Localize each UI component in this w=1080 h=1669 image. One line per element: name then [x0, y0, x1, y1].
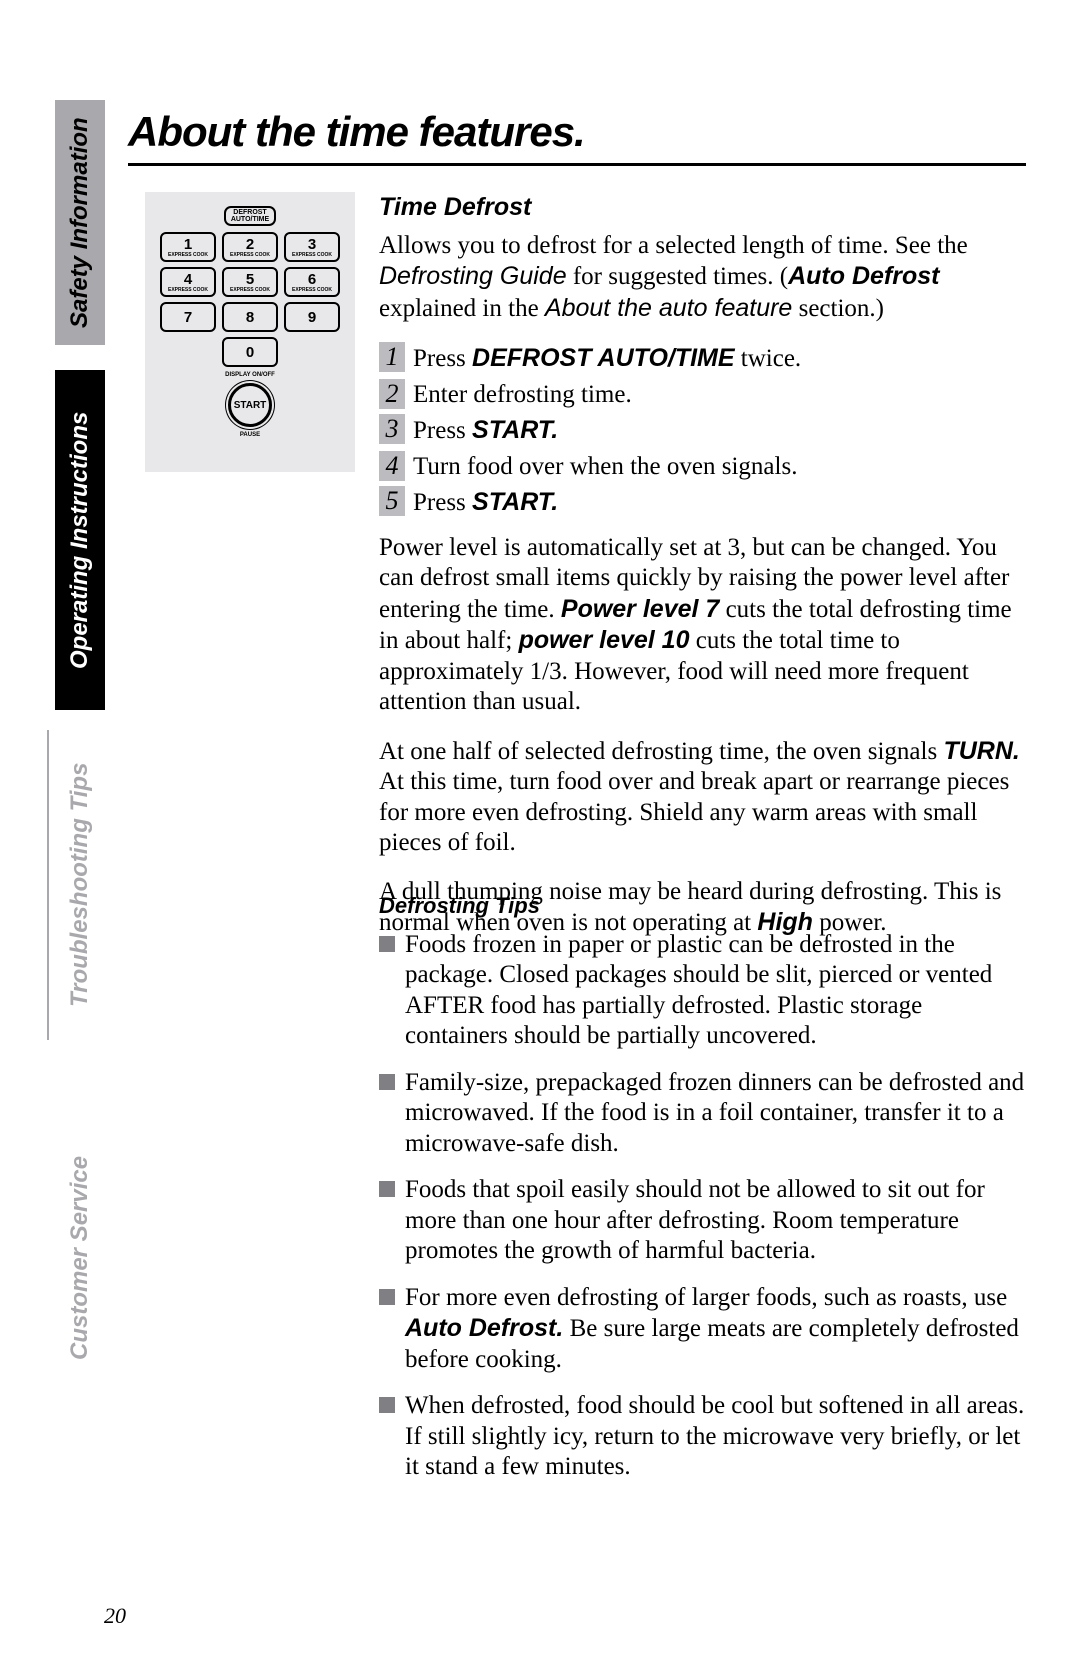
- step-text: Press START.: [413, 414, 558, 447]
- section-heading: Time Defrost: [379, 192, 1026, 223]
- step-number: 1: [379, 342, 405, 372]
- step-number: 2: [379, 379, 405, 409]
- display-label: DISPLAY ON/OFF: [155, 372, 345, 378]
- bullet-icon: [379, 1181, 395, 1197]
- key-4: 4EXPRESS COOK: [160, 267, 216, 297]
- step-item: 4 Turn food over when the oven signals.: [379, 451, 1026, 483]
- tip-item: For more even defrosting of larger foods…: [379, 1283, 1026, 1376]
- tip-text: When defrosted, food should be cool but …: [405, 1391, 1026, 1483]
- defrost-button: DEFROST AUTO/TIME: [224, 206, 276, 226]
- tab-safety: Safety Information: [55, 100, 105, 345]
- step-item: 1 Press DEFROST AUTO/TIME twice.: [379, 342, 1026, 375]
- main-content: Time Defrost Allows you to defrost for a…: [379, 192, 1026, 957]
- sidebar-tabs: Safety Information Operating Instruction…: [55, 40, 105, 1630]
- bullet-icon: [379, 1397, 395, 1413]
- tip-text: Family-size, prepackaged frozen dinners …: [405, 1068, 1026, 1160]
- key-0: 0: [222, 337, 278, 367]
- defrost-label-1: DEFROST: [231, 209, 269, 216]
- tip-text: For more even defrosting of larger foods…: [405, 1283, 1026, 1376]
- keypad-illustration: DEFROST AUTO/TIME 1EXPRESS COOK 2EXPRESS…: [145, 192, 355, 472]
- step-text: Turn food over when the oven signals.: [413, 451, 797, 483]
- step-text: Press START.: [413, 486, 558, 519]
- page-title: About the time features.: [128, 108, 585, 156]
- tip-item: Foods frozen in paper or plastic can be …: [379, 930, 1026, 1052]
- tab-troubleshooting: Troubleshooting Tips: [55, 730, 105, 1040]
- step-number: 5: [379, 486, 405, 516]
- title-rule: [128, 163, 1026, 166]
- start-button: START: [228, 383, 272, 427]
- key-5: 5EXPRESS COOK: [222, 267, 278, 297]
- step-item: 5 Press START.: [379, 486, 1026, 519]
- step-text: Press DEFROST AUTO/TIME twice.: [413, 342, 801, 375]
- power-level-paragraph: Power level is automatically set at 3, b…: [379, 533, 1026, 718]
- key-1: 1EXPRESS COOK: [160, 232, 216, 262]
- bullet-icon: [379, 1289, 395, 1305]
- tip-item: When defrosted, food should be cool but …: [379, 1391, 1026, 1483]
- tips-section: Defrosting Tips Foods frozen in paper or…: [379, 893, 1026, 1499]
- steps-list: 1 Press DEFROST AUTO/TIME twice. 2 Enter de…: [379, 342, 1026, 519]
- bullet-icon: [379, 1074, 395, 1090]
- pause-label: PAUSE: [155, 432, 345, 438]
- intro-paragraph: Allows you to defrost for a selected len…: [379, 231, 1026, 325]
- key-7: 7: [160, 302, 216, 332]
- step-number: 4: [379, 451, 405, 481]
- tip-item: Foods that spoil easily should not be al…: [379, 1175, 1026, 1267]
- page-number: 20: [104, 1603, 126, 1629]
- tab-operating: Operating Instructions: [55, 370, 105, 710]
- step-number: 3: [379, 414, 405, 444]
- step-text: Enter defrosting time.: [413, 379, 632, 411]
- step-item: 3 Press START.: [379, 414, 1026, 447]
- key-3: 3EXPRESS COOK: [284, 232, 340, 262]
- defrost-label-2: AUTO/TIME: [231, 216, 269, 223]
- key-9: 9: [284, 302, 340, 332]
- tips-heading: Defrosting Tips: [379, 893, 1026, 920]
- step-item: 2 Enter defrosting time.: [379, 379, 1026, 411]
- tab-customer-service: Customer Service: [55, 1120, 105, 1395]
- tips-list: Foods frozen in paper or plastic can be …: [379, 930, 1026, 1483]
- key-6: 6EXPRESS COOK: [284, 267, 340, 297]
- tip-text: Foods frozen in paper or plastic can be …: [405, 930, 1026, 1052]
- tip-item: Family-size, prepackaged frozen dinners …: [379, 1068, 1026, 1160]
- key-2: 2EXPRESS COOK: [222, 232, 278, 262]
- tip-text: Foods that spoil easily should not be al…: [405, 1175, 1026, 1267]
- bullet-icon: [379, 936, 395, 952]
- key-8: 8: [222, 302, 278, 332]
- turn-paragraph: At one half of selected defrosting time,…: [379, 736, 1026, 859]
